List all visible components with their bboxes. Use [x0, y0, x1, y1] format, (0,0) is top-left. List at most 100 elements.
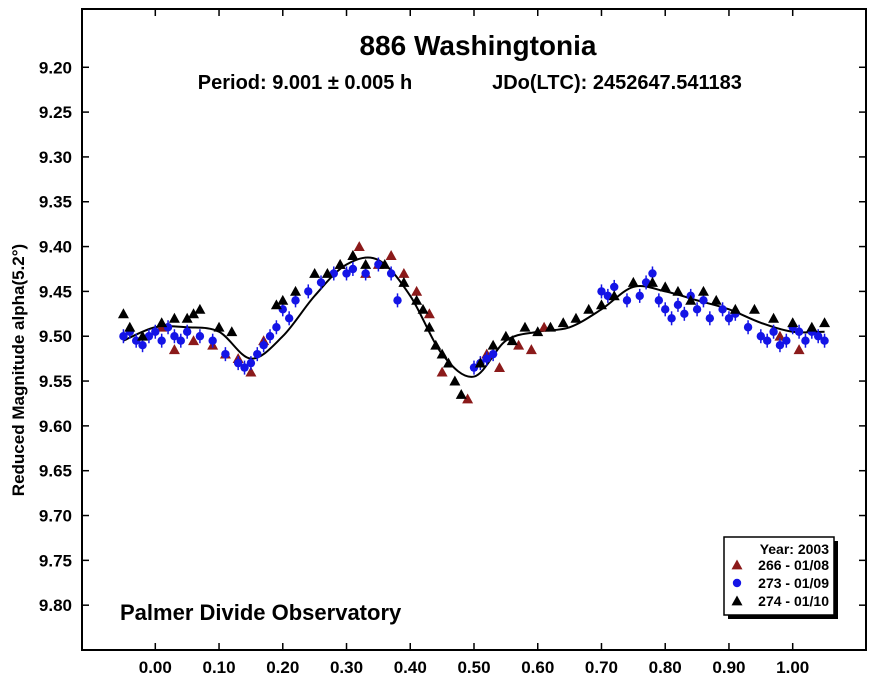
data-point [386, 269, 396, 278]
data-point [775, 340, 785, 350]
data-point [188, 308, 200, 319]
data-point [277, 294, 289, 305]
y-tick-label: 9.75 [39, 551, 72, 570]
data-point [627, 276, 639, 287]
data-point [119, 332, 128, 341]
data-point [436, 366, 448, 377]
data-point [608, 290, 620, 301]
data-point [347, 250, 359, 260]
legend: Year: 2003 266 - 01/08 273 - 01/09 274 - 0… [723, 536, 838, 619]
data-point [208, 336, 217, 345]
data-point [763, 336, 772, 345]
y-tick-label: 9.25 [39, 103, 72, 122]
data-point [525, 344, 537, 355]
legend-marker-triangle [731, 559, 743, 570]
x-tick-label: 0.70 [585, 658, 618, 677]
data-point [353, 241, 365, 251]
legend-marker-circle [732, 578, 742, 588]
data-point [697, 285, 709, 296]
series-2 [119, 257, 829, 375]
data-point [659, 281, 671, 292]
data-point [710, 294, 722, 305]
legend-label: 273 - 01/09 [758, 575, 829, 591]
data-point [661, 305, 670, 314]
data-point [493, 362, 505, 373]
data-point [819, 317, 831, 328]
data-point [240, 363, 249, 372]
data-point [411, 294, 423, 305]
data-point [718, 305, 727, 314]
data-point [648, 269, 657, 278]
x-axis-ticks: 0.00 0.10 0.20 0.30 0.40 0.50 0.60 0.70 0.80 0.90… [139, 9, 809, 677]
data-point [449, 375, 461, 386]
data-point [488, 349, 498, 359]
data-point [117, 308, 129, 319]
data-point [506, 335, 518, 346]
data-point [597, 287, 606, 296]
data-point [487, 339, 499, 350]
data-point [423, 308, 435, 319]
data-point [361, 269, 370, 278]
x-tick-label: 0.50 [457, 658, 490, 677]
data-point [603, 291, 613, 301]
data-point [436, 348, 448, 359]
data-point [137, 330, 149, 341]
data-point [769, 327, 778, 336]
data-point [820, 336, 829, 345]
data-point [316, 278, 326, 287]
data-point [794, 327, 804, 336]
data-point [309, 267, 321, 278]
data-point [348, 264, 358, 274]
legend-label: 266 - 01/08 [758, 557, 829, 573]
data-point [374, 260, 383, 269]
data-point [411, 285, 423, 296]
data-point [176, 336, 185, 345]
y-tick-label: 9.20 [39, 58, 72, 77]
legend-marker-triangle [731, 595, 743, 606]
x-tick-label: 0.90 [712, 658, 745, 677]
data-point [329, 269, 338, 278]
data-point [519, 321, 531, 332]
data-point [729, 303, 741, 314]
data-point [259, 340, 268, 350]
data-point [705, 314, 715, 323]
y-tick-label: 9.30 [39, 148, 72, 167]
data-point [583, 303, 595, 314]
data-point [756, 332, 766, 341]
x-tick-label: 0.60 [521, 658, 554, 677]
data-point [138, 340, 147, 350]
data-point [213, 321, 225, 332]
data-point [423, 321, 435, 332]
data-point [595, 299, 607, 310]
x-tick-label: 0.10 [202, 658, 235, 677]
data-point [455, 388, 467, 399]
data-point [768, 312, 780, 323]
data-point [699, 296, 708, 305]
epoch-label: JDo(LTC): 2452647.541183 [492, 72, 742, 94]
legend-entries: 266 - 01/08 273 - 01/09 274 - 01/10 [731, 557, 829, 609]
data-point [667, 314, 676, 323]
y-tick-label: 9.65 [39, 462, 72, 481]
data-point [181, 312, 193, 323]
data-point [182, 327, 192, 336]
data-point [246, 358, 256, 368]
data-point [272, 323, 281, 332]
data-point [646, 276, 658, 287]
data-point [233, 358, 243, 368]
data-point [513, 339, 525, 350]
y-tick-label: 9.60 [39, 417, 72, 436]
data-point [226, 326, 238, 337]
data-point [787, 317, 799, 328]
data-point [168, 312, 180, 323]
data-point [801, 336, 810, 345]
data-point [635, 291, 644, 301]
data-point [654, 296, 664, 305]
data-point [672, 285, 684, 296]
y-tick-label: 9.50 [39, 327, 72, 346]
data-point [724, 314, 734, 323]
data-point [774, 330, 786, 341]
data-point [398, 276, 410, 287]
data-point [221, 349, 230, 359]
data-point [290, 285, 302, 296]
